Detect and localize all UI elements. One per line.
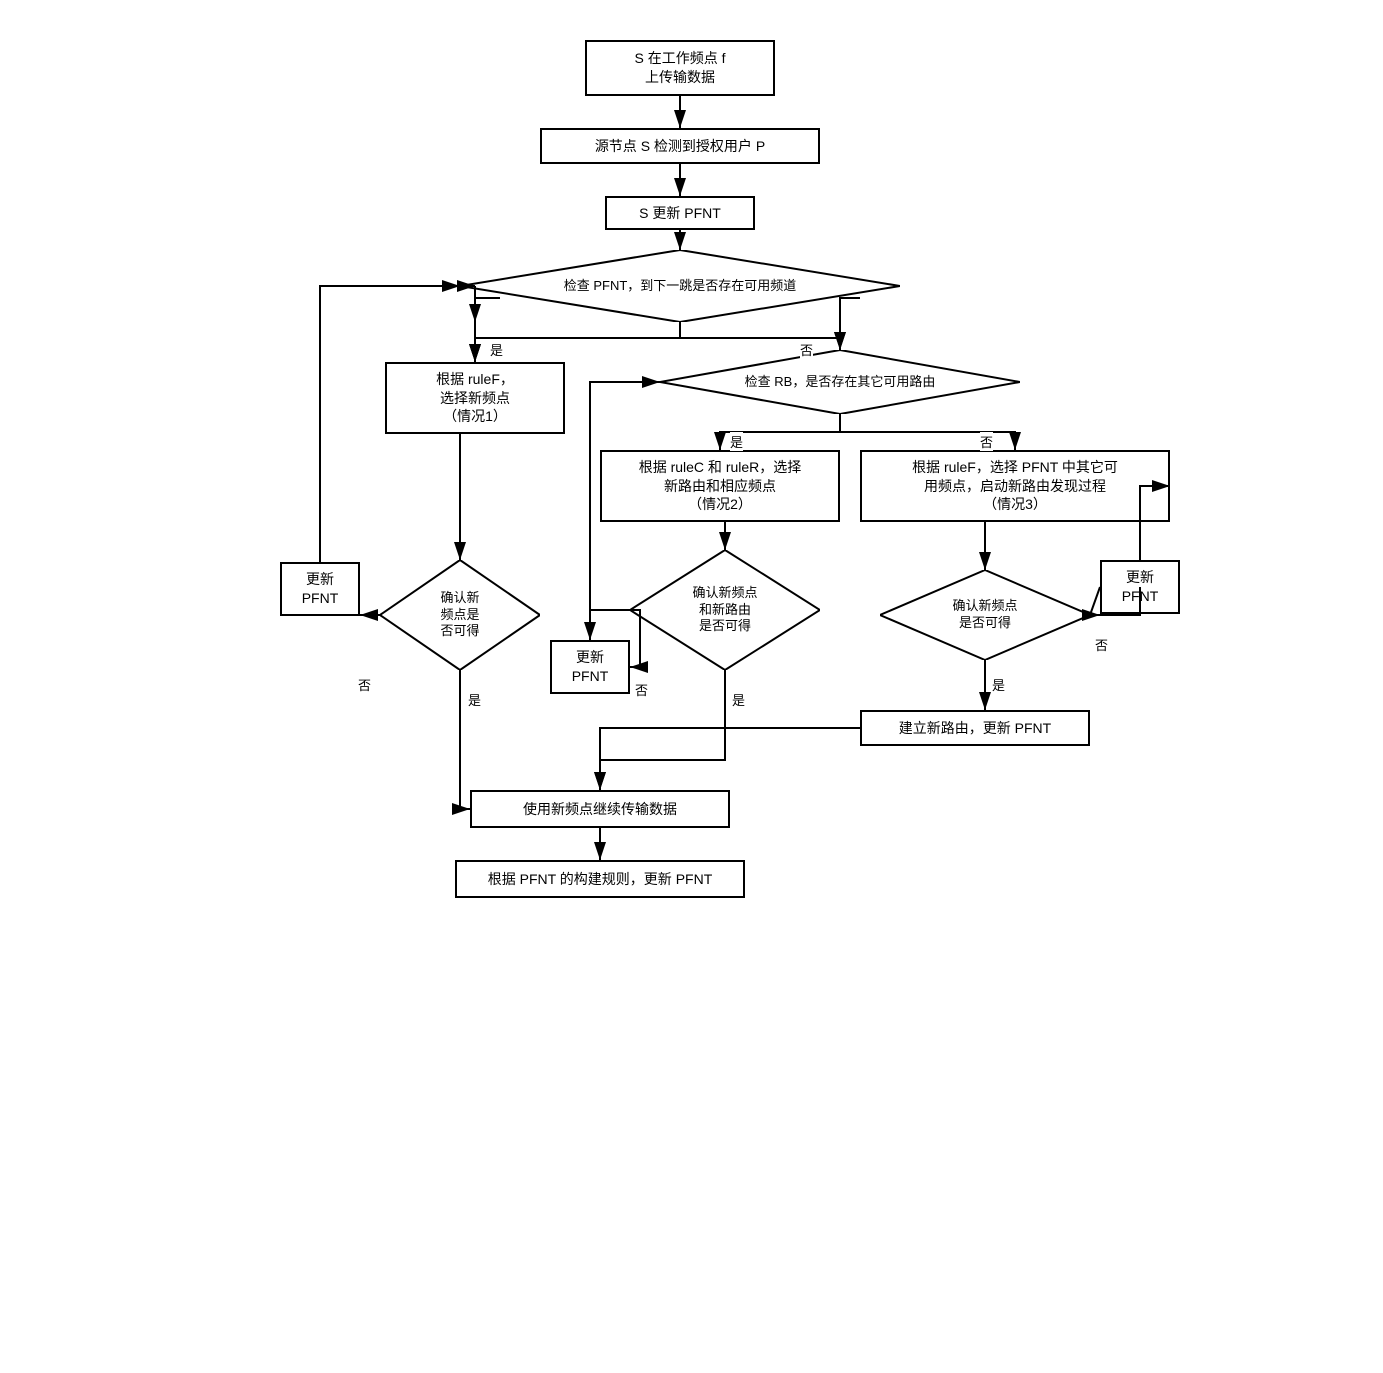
- node-start: S 在工作频点 f上传输数据: [585, 40, 775, 96]
- node-label: 使用新频点继续传输数据: [523, 800, 677, 819]
- node-label: 源节点 S 检测到授权用户 P: [595, 137, 765, 156]
- flowchart-canvas: S 在工作频点 f上传输数据 源节点 S 检测到授权用户 P S 更新 PFNT…: [240, 40, 1180, 1040]
- edge-label-no: 否: [980, 432, 993, 451]
- node-case2: 根据 ruleC 和 ruleR，选择新路由和相应频点（情况2）: [600, 450, 840, 522]
- edge-label-yes: 是: [992, 675, 1005, 694]
- edge-label-yes: 是: [732, 690, 745, 709]
- decision-d3: 确认新频点是否可得: [380, 560, 540, 670]
- node-label: 更新PFNT: [1122, 568, 1159, 606]
- node-label: 根据 ruleC 和 ruleR，选择新路由和相应频点（情况2）: [639, 458, 802, 515]
- decision-d4: 确认新频点和新路由是否可得: [630, 550, 820, 670]
- edge-label-no: 否: [635, 680, 648, 699]
- node-label: 检查 PFNT，到下一跳是否存在可用频道: [511, 278, 849, 295]
- edge-label-no: 否: [1095, 635, 1108, 654]
- node-update-pfnt: S 更新 PFNT: [605, 196, 755, 230]
- node-final-update: 根据 PFNT 的构建规则，更新 PFNT: [455, 860, 745, 898]
- node-build-route: 建立新路由，更新 PFNT: [860, 710, 1090, 746]
- node-label: 更新PFNT: [572, 648, 609, 686]
- node-label: 根据 ruleF，选择 PFNT 中其它可用频点，启动新路由发现过程（情况3）: [912, 458, 1118, 515]
- node-label: 确认新频点和新路由是否可得: [670, 585, 781, 636]
- node-case3: 根据 ruleF，选择 PFNT 中其它可用频点，启动新路由发现过程（情况3）: [860, 450, 1170, 522]
- node-label: 确认新频点是否可得: [927, 598, 1042, 632]
- node-label: S 在工作频点 f上传输数据: [634, 49, 725, 87]
- node-label: 建立新路由，更新 PFNT: [899, 719, 1051, 738]
- edge-label-no: 否: [800, 340, 813, 359]
- edge-label-yes: 是: [468, 690, 481, 709]
- node-update-pfnt-2: 更新PFNT: [550, 640, 630, 694]
- node-label: 根据 PFNT 的构建规则，更新 PFNT: [488, 870, 713, 889]
- decision-d2: 检查 RB，是否存在其它可用路由: [660, 350, 1020, 414]
- node-label: 确认新频点是否可得: [421, 590, 498, 641]
- node-label: 根据 ruleF，选择新频点（情况1）: [436, 370, 514, 427]
- edge-label-no: 否: [358, 675, 371, 694]
- node-continue: 使用新频点继续传输数据: [470, 790, 730, 828]
- node-label: 更新PFNT: [302, 570, 339, 608]
- node-update-pfnt-1: 更新PFNT: [280, 562, 360, 616]
- edge-label-yes: 是: [730, 432, 743, 451]
- node-case1: 根据 ruleF，选择新频点（情况1）: [385, 362, 565, 434]
- decision-d1: 检查 PFNT，到下一跳是否存在可用频道: [460, 250, 900, 322]
- node-label: 检查 RB，是否存在其它可用路由: [701, 374, 978, 391]
- edge-label-yes: 是: [490, 340, 503, 359]
- node-update-pfnt-3: 更新PFNT: [1100, 560, 1180, 614]
- decision-d5: 确认新频点是否可得: [880, 570, 1090, 660]
- node-detect: 源节点 S 检测到授权用户 P: [540, 128, 820, 164]
- node-label: S 更新 PFNT: [639, 204, 721, 223]
